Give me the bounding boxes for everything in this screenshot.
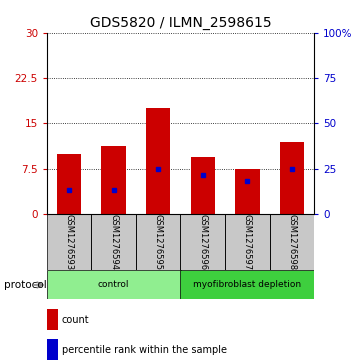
Text: myofibroblast depletion: myofibroblast depletion (193, 281, 301, 289)
Bar (136, 214, 180, 270)
Bar (47, 270, 180, 299)
Title: GDS5820 / ILMN_2598615: GDS5820 / ILMN_2598615 (90, 16, 271, 30)
Text: GSM1276596: GSM1276596 (198, 214, 207, 270)
Text: percentile rank within the sample: percentile rank within the sample (62, 345, 227, 355)
Text: GSM1276593: GSM1276593 (65, 214, 74, 270)
Text: count: count (62, 315, 89, 325)
Text: control: control (98, 281, 130, 289)
Text: GSM1276595: GSM1276595 (154, 214, 163, 270)
Bar (47, 214, 91, 270)
Bar (180, 214, 225, 270)
Bar (47, 309, 58, 330)
Bar (146, 108, 170, 214)
Bar (270, 214, 314, 270)
Text: GSM1276594: GSM1276594 (109, 214, 118, 270)
Bar (279, 142, 304, 214)
Bar (180, 270, 314, 299)
Bar (47, 339, 58, 360)
Text: protocol: protocol (4, 280, 46, 290)
Text: GSM1276597: GSM1276597 (243, 214, 252, 270)
Bar (101, 146, 126, 214)
Bar (57, 154, 82, 214)
Bar (225, 214, 270, 270)
Bar (191, 157, 215, 214)
Bar (91, 214, 136, 270)
Bar (235, 169, 260, 214)
Text: GSM1276598: GSM1276598 (287, 214, 296, 270)
